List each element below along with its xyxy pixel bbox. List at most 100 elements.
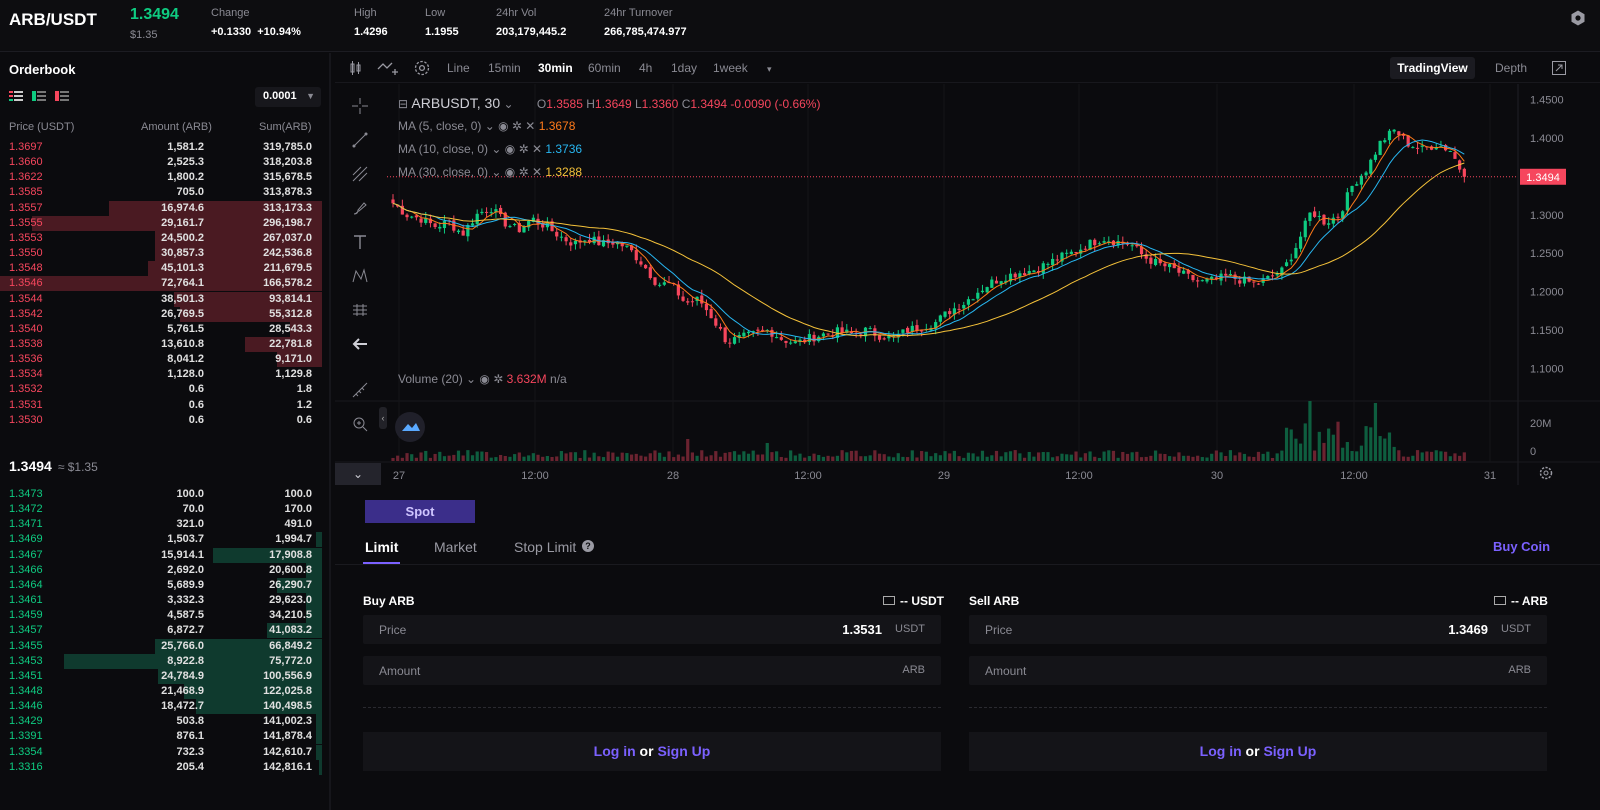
asks-row[interactable]: 1.3622 1,800.2 315,678.5 (0, 170, 322, 185)
chart-settings-icon[interactable] (413, 59, 431, 77)
asks-row[interactable]: 1.3546 72,764.1 166,578.2 (0, 276, 322, 292)
asks-row[interactable]: 1.3585 705.0 313,878.3 (0, 185, 322, 200)
bids-row[interactable]: 1.3446 18,472.7 140,498.5 (0, 699, 322, 715)
bids-row[interactable]: 1.3461 3,332.3 29,623.0 (0, 593, 322, 609)
asks-row[interactable]: 1.3531 0.6 1.2 (0, 398, 322, 413)
tab-limit[interactable]: Limit (365, 539, 399, 555)
sell-price-value[interactable]: 1.3469 (1448, 622, 1488, 637)
asks-row[interactable]: 1.3553 24,500.2 267,037.0 (0, 230, 322, 246)
ma5-legend[interactable]: MA (5, close, 0) ⌄ ◉ ✲ ✕ 1.3678 (398, 119, 576, 133)
orderbook-asks-view-icon[interactable] (55, 91, 69, 102)
signup-link[interactable]: Sign Up (1263, 743, 1317, 759)
asks-row[interactable]: 1.3534 1,128.0 1,129.8 (0, 367, 322, 382)
asks-row[interactable]: 1.3544 38,501.3 93,814.1 (0, 291, 322, 307)
orderbook-both-view-icon[interactable] (9, 91, 23, 102)
text-tool-icon[interactable] (351, 233, 369, 251)
symbol-collapse-icon[interactable]: ⊟ (398, 97, 409, 111)
tf-15min[interactable]: 15min (488, 61, 521, 75)
collapse-toolbar-chevron-icon[interactable]: ‹ (379, 407, 387, 429)
ruler-icon[interactable] (351, 381, 369, 399)
buy-amount-field[interactable]: Amount ARB (363, 656, 941, 685)
candle-type-icon[interactable] (349, 61, 363, 75)
tf-1day[interactable]: 1day (671, 61, 698, 75)
back-arrow-icon[interactable] (351, 335, 369, 353)
fullscreen-icon[interactable] (1552, 61, 1566, 75)
buy-amount-slider[interactable] (363, 707, 941, 708)
bids-row[interactable]: 1.3473 100.0 100.0 (0, 487, 322, 502)
asks-row[interactable]: 1.3697 1,581.2 319,785.0 (0, 140, 322, 155)
buy-price-value[interactable]: 1.3531 (842, 622, 882, 637)
asks-row[interactable]: 1.3536 8,041.2 9,171.0 (0, 352, 322, 368)
volume-bar (536, 454, 540, 461)
bids-row[interactable]: 1.3472 70.0 170.0 (0, 502, 322, 517)
sell-price-field[interactable]: Price 1.3469 USDT (969, 615, 1547, 644)
pattern-tool-icon[interactable] (351, 267, 369, 285)
bids-row[interactable]: 1.3391 876.1 141,878.4 (0, 729, 322, 745)
asks-row[interactable]: 1.3538 13,610.8 22,781.8 (0, 336, 322, 352)
bids-row[interactable]: 1.3354 732.3 142,610.7 (0, 744, 322, 760)
crosshair-icon[interactable] (351, 97, 369, 115)
bids-row[interactable]: 1.3451 24,784.9 100,556.9 (0, 668, 322, 684)
chart-symbol[interactable]: ARBUSDT, 30 (411, 95, 501, 111)
indicators-icon[interactable] (377, 60, 399, 76)
trend-line-icon[interactable] (351, 131, 369, 149)
bids-row[interactable]: 1.3464 5,689.9 26,290.7 (0, 577, 322, 593)
asks-row[interactable]: 1.3542 26,769.5 55,312.8 (0, 306, 322, 322)
buy-price-field[interactable]: Price 1.3531 USDT (363, 615, 941, 644)
asks-row[interactable]: 1.3555 29,161.7 296,198.7 (0, 215, 322, 231)
login-link[interactable]: Log in (593, 743, 636, 759)
spot-tab[interactable]: Spot (365, 500, 475, 523)
help-icon[interactable]: ? (582, 540, 594, 552)
measure-tool-icon[interactable] (351, 301, 369, 319)
login-link[interactable]: Log in (1199, 743, 1242, 759)
signup-link[interactable]: Sign Up (657, 743, 711, 759)
orderbook-bids-view-icon[interactable] (32, 91, 46, 102)
bids-row[interactable]: 1.3457 6,872.7 41,083.2 (0, 623, 322, 639)
precision-select[interactable]: 0.0001 ▼ (255, 87, 321, 107)
bids-row[interactable]: 1.3316 205.4 142,816.1 (0, 759, 322, 775)
time-axis-settings-gear-icon[interactable] (1538, 465, 1554, 481)
bids-row[interactable]: 1.3469 1,503.7 1,994.7 (0, 532, 322, 548)
volume-legend[interactable]: Volume (20) ⌄ ◉ ✲ 3.632M n/a (398, 372, 567, 386)
bids-row[interactable]: 1.3459 4,587.5 34,210.5 (0, 608, 322, 624)
candlestick-chart[interactable]: 1.45001.40001.35001.30001.25001.20001.15… (335, 84, 1600, 485)
pair-title[interactable]: ARB/USDT (9, 10, 97, 29)
tf-60min[interactable]: 60min (588, 61, 621, 75)
tf-line[interactable]: Line (447, 61, 470, 75)
asks-row[interactable]: 1.3530 0.6 0.6 (0, 413, 322, 428)
tf-30min[interactable]: 30min (538, 61, 573, 75)
bids-row[interactable]: 1.3471 321.0 491.0 (0, 517, 322, 532)
bids-row[interactable]: 1.3467 15,914.1 17,908.8 (0, 547, 322, 563)
candle-body (508, 226, 512, 228)
brush-icon[interactable] (351, 199, 369, 217)
fib-tool-icon[interactable] (351, 165, 369, 183)
bids-row[interactable]: 1.3453 8,922.8 75,772.0 (0, 653, 322, 669)
zoom-in-icon[interactable] (351, 415, 369, 433)
bids-row[interactable]: 1.3455 25,766.0 66,849.2 (0, 638, 322, 654)
gear-icon[interactable] (1570, 10, 1586, 26)
asks-row[interactable]: 1.3550 30,857.3 242,536.8 (0, 246, 322, 262)
candle-body (1046, 263, 1050, 265)
tab-stop-limit[interactable]: Stop Limit (514, 539, 577, 555)
bids-row[interactable]: 1.3429 503.8 141,002.3 (0, 714, 322, 730)
tf-1week[interactable]: 1week (713, 61, 748, 75)
chart-collapse-chevron-icon[interactable]: ⌄ (335, 463, 381, 485)
tradingview-button[interactable]: TradingView (1390, 57, 1475, 79)
asks-row[interactable]: 1.3540 5,761.5 28,543.3 (0, 321, 322, 337)
tab-market[interactable]: Market (434, 539, 477, 555)
ma30-legend[interactable]: MA (30, close, 0) ⌄ ◉ ✲ ✕ 1.3288 (398, 165, 583, 179)
chevron-down-icon[interactable]: ⌄ (503, 97, 514, 111)
asks-row[interactable]: 1.3532 0.6 1.8 (0, 382, 322, 397)
asks-row[interactable]: 1.3660 2,525.3 318,203.8 (0, 155, 322, 170)
buy-coin-link[interactable]: Buy Coin (1493, 539, 1551, 554)
sell-amount-slider[interactable] (969, 707, 1547, 708)
bids-row[interactable]: 1.3448 21,468.9 122,025.8 (0, 683, 322, 699)
asks-row[interactable]: 1.3548 45,101.3 211,679.5 (0, 261, 322, 277)
bids-row[interactable]: 1.3466 2,692.0 20,600.8 (0, 562, 322, 578)
tf-4h[interactable]: 4h (639, 61, 653, 75)
sell-amount-field[interactable]: Amount ARB (969, 656, 1547, 685)
more-timeframes-chevron-icon[interactable]: ▾ (767, 64, 772, 74)
depth-button[interactable]: Depth (1495, 61, 1528, 75)
ma10-legend[interactable]: MA (10, close, 0) ⌄ ◉ ✲ ✕ 1.3736 (398, 142, 583, 156)
asks-row[interactable]: 1.3557 16,974.6 313,173.3 (0, 200, 322, 216)
